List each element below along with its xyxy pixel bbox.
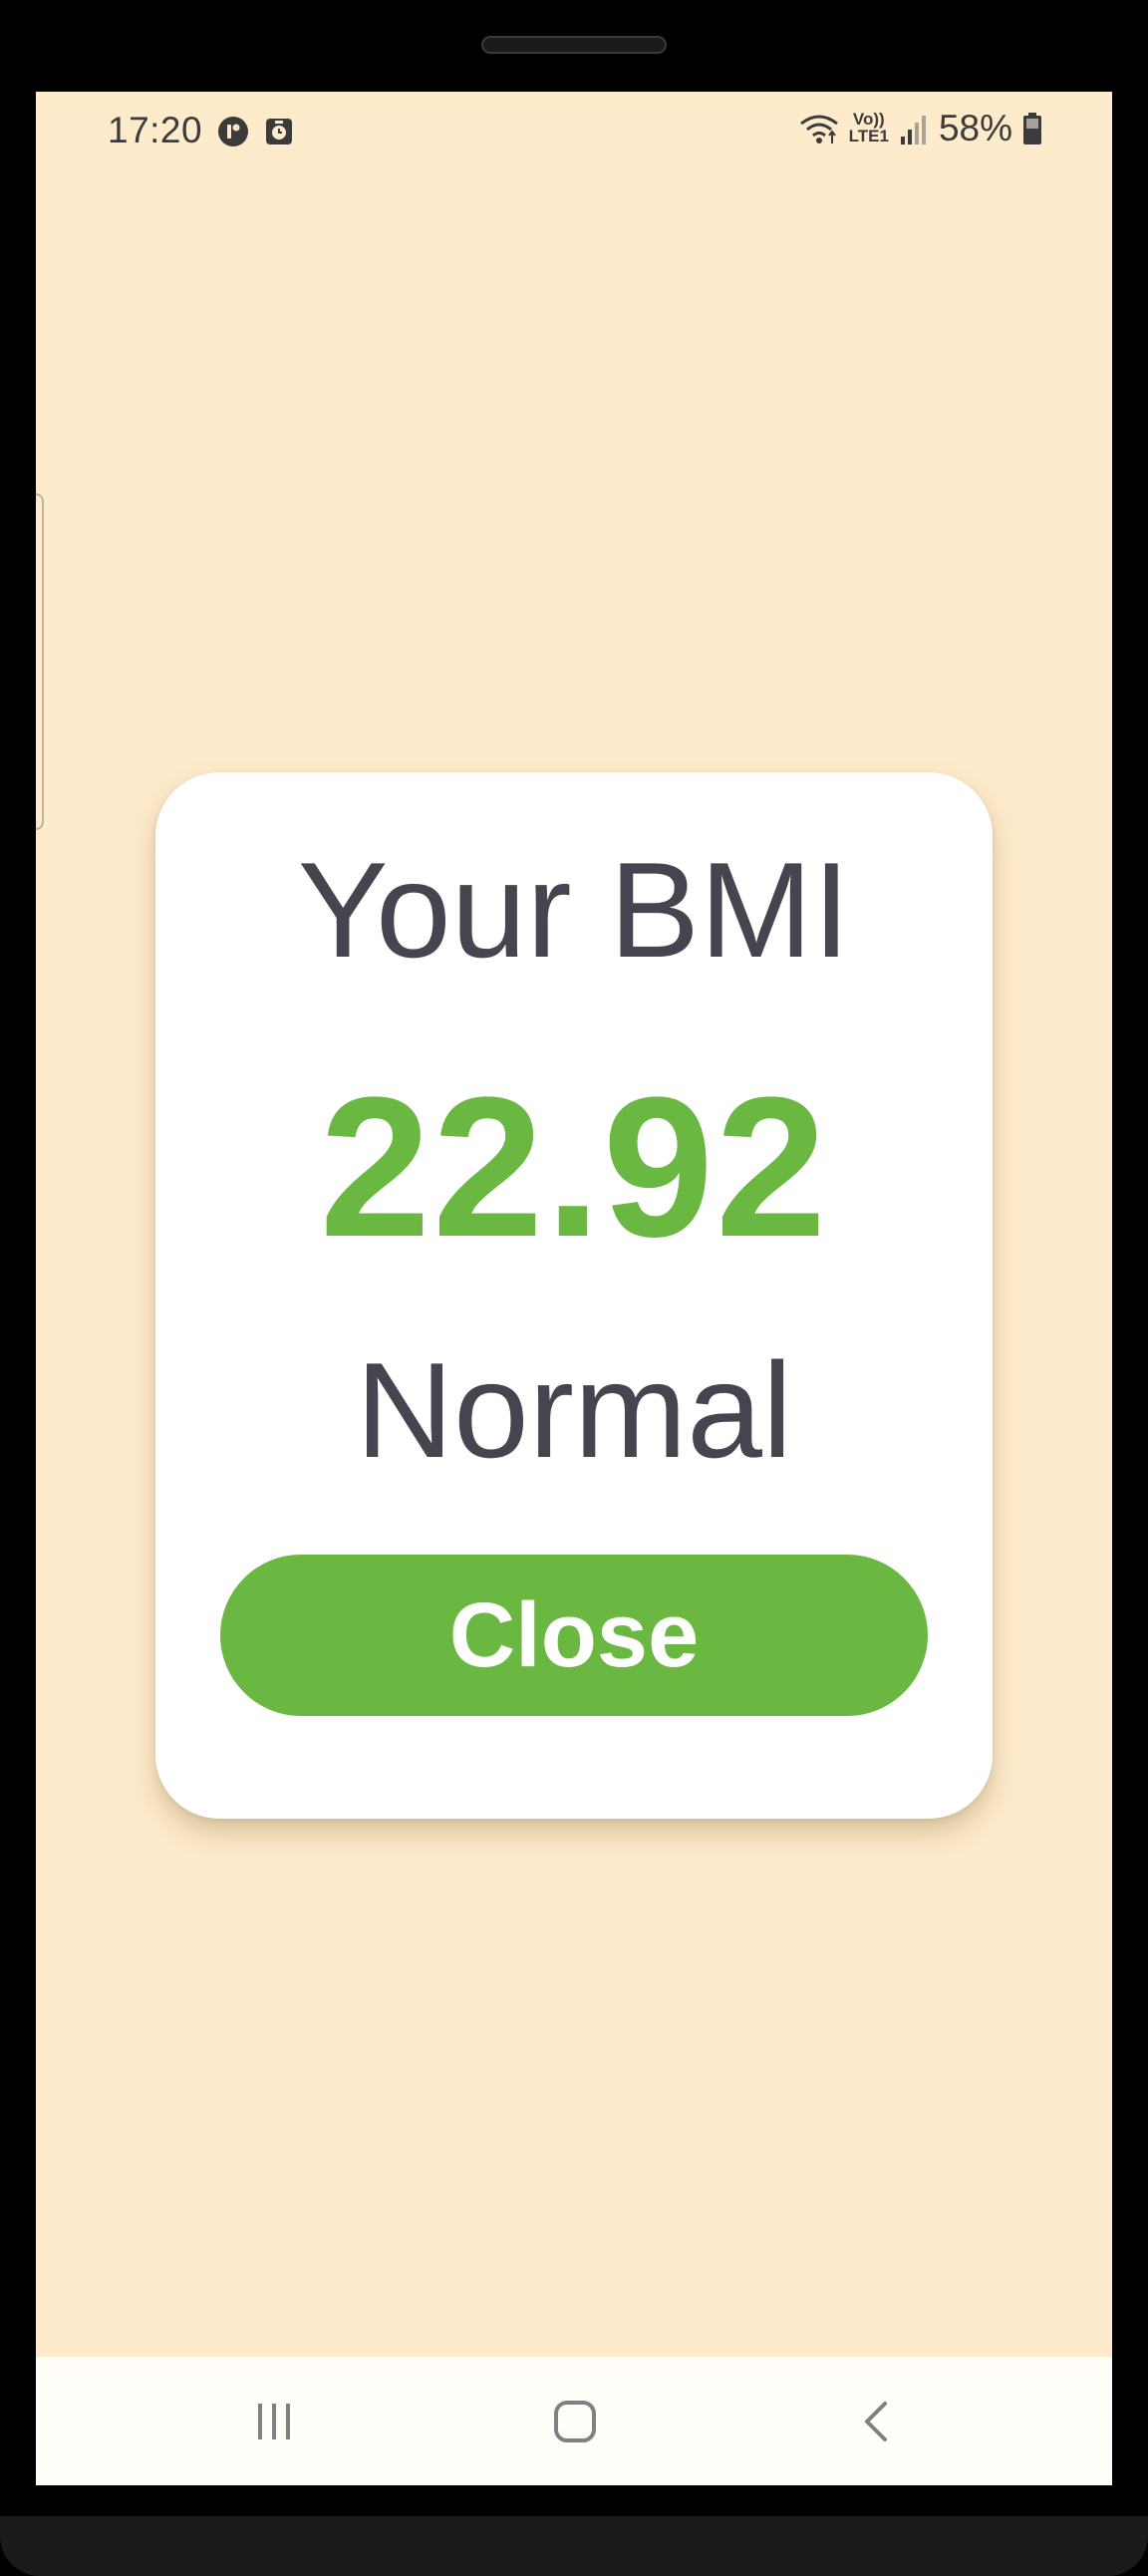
close-button[interactable]: Close [220, 1555, 928, 1716]
battery-percent: 58% [938, 108, 1012, 148]
dialog-title: Your BMI [297, 834, 851, 986]
edge-panel-handle[interactable] [36, 493, 44, 830]
status-time: 17:20 [108, 110, 203, 150]
recent-apps-button[interactable] [174, 2357, 374, 2485]
battery-icon [1023, 113, 1041, 144]
signal-icon [900, 116, 926, 144]
bmi-category: Normal [355, 1334, 793, 1486]
back-button[interactable] [777, 2357, 977, 2485]
earpiece-speaker [481, 36, 667, 54]
home-icon [554, 2400, 596, 2442]
bmi-value: 22.92 [319, 1056, 829, 1279]
lte-label: LTE1 [848, 127, 889, 145]
clock-app-icon [266, 119, 292, 144]
back-icon [865, 2401, 887, 2441]
app-notification-icon [218, 117, 248, 146]
bottom-bezel [0, 2516, 1148, 2576]
wifi-icon [799, 115, 838, 143]
bmi-result-dialog: Your BMI 22.92 Normal Close [155, 772, 993, 1819]
volte-label: Vo)) [852, 110, 885, 129]
status-bar: 17:20 V [36, 92, 1112, 171]
app-screen: 17:20 V [36, 92, 1112, 2485]
navigation-bar [36, 2357, 1112, 2485]
recent-apps-icon [258, 2403, 290, 2439]
status-right-group: Vo)) LTE1 58% [799, 108, 1042, 149]
home-button[interactable] [475, 2357, 675, 2485]
volte-lte-icon: Vo)) LTE1 [849, 111, 889, 144]
